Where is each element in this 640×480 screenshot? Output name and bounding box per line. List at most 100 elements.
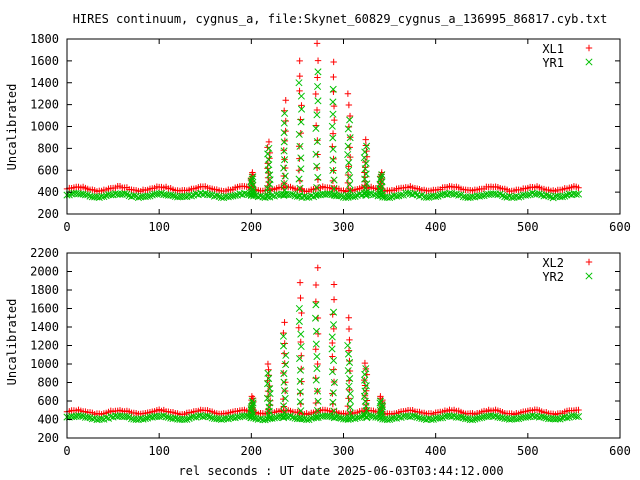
y-tick-label: 1000: [30, 120, 59, 134]
y-tick-label: 1000: [30, 357, 59, 371]
data-point-xl2: [345, 325, 353, 333]
y-tick-label: 1600: [30, 54, 59, 68]
data-point-xl1: [346, 112, 354, 120]
legend-marker-yr2: [585, 272, 593, 280]
data-point-yr2: [524, 413, 532, 421]
data-point-yr1: [361, 184, 369, 192]
data-point-yr1: [146, 192, 154, 200]
data-point-yr2: [313, 364, 321, 373]
data-point-yr2: [360, 411, 368, 419]
data-point-yr2: [361, 376, 369, 384]
data-point-yr2: [98, 415, 106, 423]
data-point-yr1: [377, 173, 385, 181]
data-point-yr2: [344, 367, 352, 375]
data-point-yr2: [312, 340, 320, 348]
legend-marker-yr1: [585, 58, 593, 66]
data-point-yr2: [273, 413, 281, 422]
x-tick-label: 500: [517, 444, 539, 458]
data-point-yr2: [367, 412, 375, 420]
data-point-xl1: [313, 40, 321, 47]
data-point-yr2: [248, 397, 256, 405]
data-point-yr2: [362, 382, 370, 390]
data-point-yr2: [280, 408, 289, 417]
y-tick-label: 1800: [30, 283, 59, 297]
data-point-xl1: [312, 90, 319, 98]
data-point-yr1: [455, 191, 463, 199]
x-tick-label: 300: [333, 444, 355, 458]
legend-marker-xl1: [585, 44, 593, 52]
data-point-yr1: [187, 192, 195, 200]
data-point-yr2: [313, 406, 322, 415]
data-point-yr1: [314, 68, 322, 76]
data-point-yr1: [361, 165, 369, 173]
data-point-yr1: [256, 192, 265, 200]
data-point-yr1: [249, 173, 257, 181]
data-point-xl2: [345, 347, 353, 354]
data-point-yr2: [296, 354, 304, 363]
data-point-xl2: [312, 281, 320, 289]
data-point-yr1: [346, 116, 354, 124]
data-point-yr1: [411, 190, 419, 198]
data-point-yr1: [297, 165, 305, 173]
data-point-yr2: [247, 403, 256, 411]
data-point-xl1: [296, 87, 303, 95]
data-point-yr1: [572, 190, 580, 198]
data-point-yr1: [345, 159, 353, 167]
y-tick-label: 200: [37, 207, 59, 221]
data-point-xl1: [575, 184, 582, 191]
data-point-xl2: [344, 402, 352, 410]
y-tick-label: 1400: [30, 76, 59, 90]
data-point-yr2: [346, 409, 354, 417]
data-point-yr1: [542, 191, 550, 199]
data-point-xl1: [345, 163, 352, 170]
x-tick-label: 200: [240, 220, 262, 234]
data-point-yr1: [545, 192, 553, 200]
data-point-xl2: [280, 329, 287, 337]
data-point-yr1: [297, 92, 305, 100]
data-point-yr2: [314, 413, 322, 421]
data-point-xl2: [361, 359, 369, 367]
data-point-yr1: [167, 191, 175, 199]
data-point-yr2: [297, 342, 305, 351]
y-tick-label: 1400: [30, 320, 59, 334]
y-tick-label: 2200: [30, 246, 59, 260]
data-point-yr1: [351, 192, 359, 200]
x-tick-label: 0: [63, 444, 70, 458]
data-point-yr2: [141, 414, 149, 423]
data-point-xl2: [296, 279, 304, 286]
data-point-xl2: [330, 281, 338, 288]
data-point-yr1: [378, 171, 386, 179]
data-point-yr1: [346, 174, 354, 182]
data-point-yr2: [123, 413, 131, 421]
data-point-yr2: [475, 414, 483, 422]
data-point-yr1: [329, 145, 337, 153]
data-point-yr1: [574, 190, 583, 198]
data-point-yr2: [279, 342, 288, 350]
data-point-xl2: [282, 379, 289, 386]
data-point-yr1: [266, 171, 274, 179]
data-point-yr2: [346, 403, 354, 411]
data-point-yr2: [296, 366, 305, 374]
data-point-xl1: [298, 102, 305, 109]
data-point-yr1: [107, 191, 115, 199]
data-point-yr2: [329, 398, 337, 406]
data-point-xl1: [314, 74, 321, 81]
data-point-yr2: [345, 382, 353, 390]
legend-label-xl2: XL2: [542, 256, 564, 270]
data-point-yr1: [81, 191, 89, 199]
top-panel: Uncalibrated 0 100 200 300 400 500 600 200 400 60…: [5, 32, 631, 234]
data-point-yr1: [346, 134, 354, 142]
data-point-yr2: [329, 389, 337, 397]
data-point-xl1: [344, 171, 352, 179]
y-tick-label: 2000: [30, 265, 59, 279]
data-point-yr1: [425, 193, 433, 201]
data-point-yr2: [224, 415, 232, 423]
y-tick-label: 800: [37, 376, 59, 390]
data-point-xl2: [297, 390, 304, 397]
data-point-yr1: [248, 175, 256, 183]
data-point-yr1: [432, 192, 440, 201]
data-point-yr1: [157, 189, 166, 197]
data-point-yr2: [280, 378, 288, 386]
data-point-yr2: [540, 413, 548, 421]
data-point-yr1: [297, 118, 305, 126]
